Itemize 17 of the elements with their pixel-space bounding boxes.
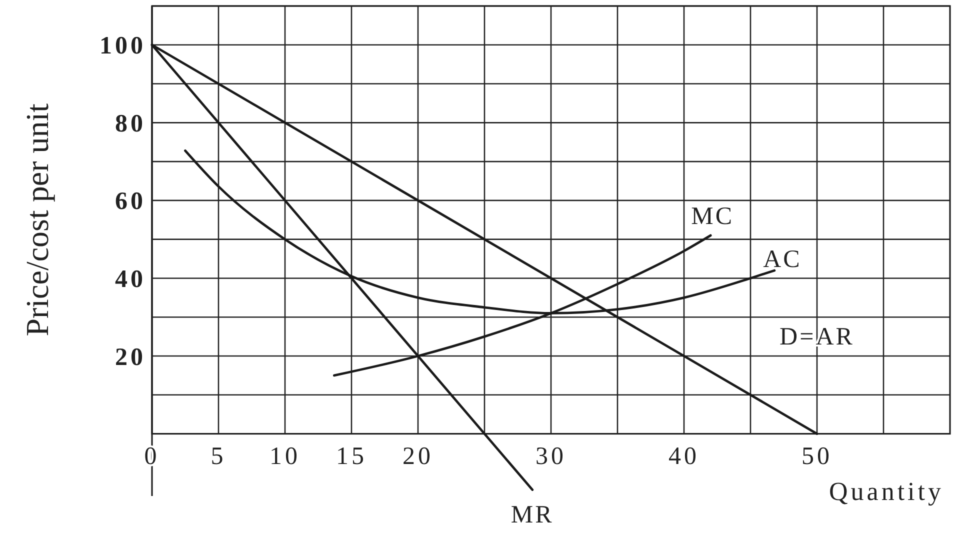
x-tick-label: 10 <box>270 442 300 470</box>
y-tick-label: 60 <box>115 188 146 216</box>
y-tick-label: 80 <box>115 110 146 138</box>
x-tick-label: 30 <box>536 442 566 470</box>
series-label: MC <box>691 203 734 230</box>
x-tick-label: 15 <box>336 442 367 470</box>
series-label: AC <box>763 246 802 274</box>
x-tick-label: 5 <box>210 442 226 470</box>
y-tick-label: 100 <box>100 32 146 60</box>
x-tick-label: 20 <box>402 442 434 470</box>
x-tick-label: 50 <box>802 442 832 470</box>
series-label: MR <box>510 502 554 529</box>
y-tick-label: 40 <box>115 266 146 293</box>
x-tick-label: 40 <box>668 442 700 470</box>
y-tick-label: 20 <box>115 344 146 371</box>
y-axis-title: Price/cost per unit <box>19 103 55 336</box>
x-axis-title: Quantity <box>829 476 944 506</box>
